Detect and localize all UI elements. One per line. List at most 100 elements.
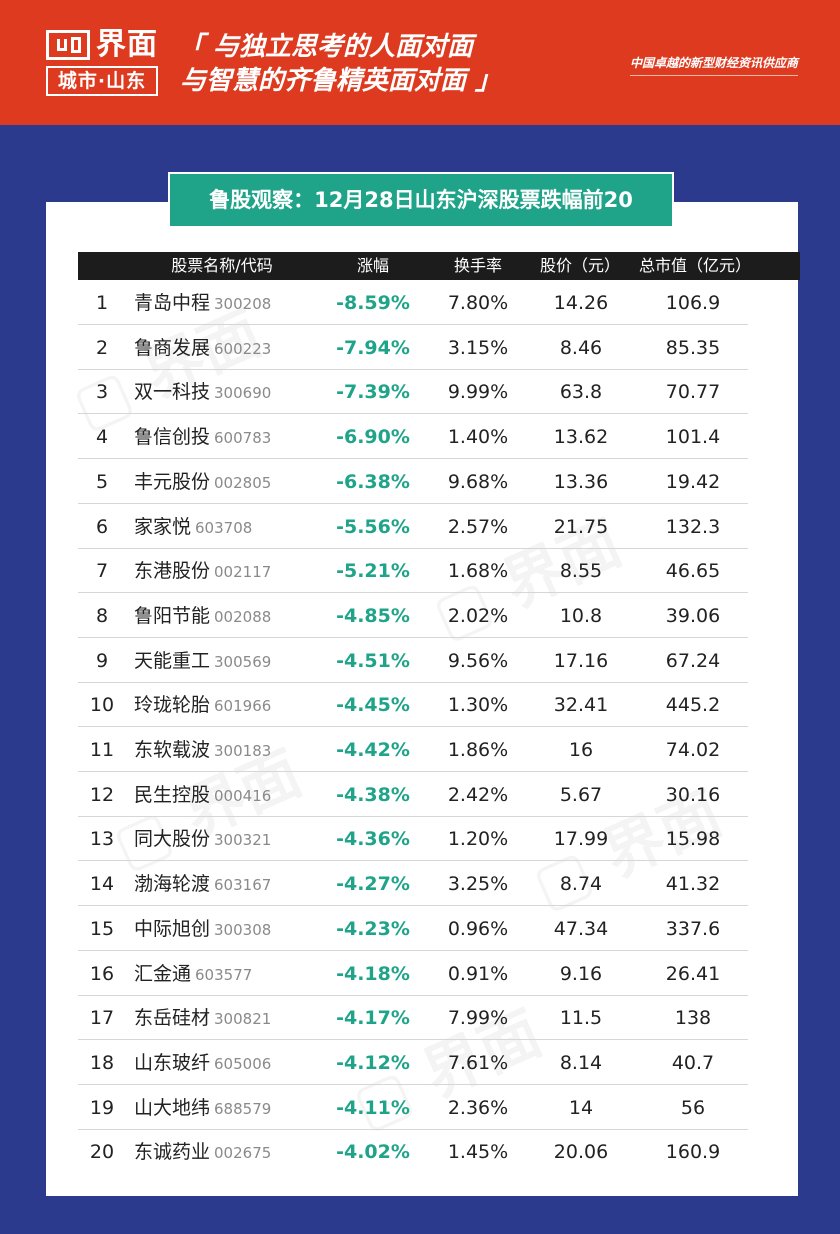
- market-cap-cell: 160.9: [665, 1141, 721, 1164]
- change-cell: -4.27%: [336, 873, 410, 896]
- stock-name: 东港股份: [134, 560, 211, 583]
- change-cell: -7.94%: [336, 336, 410, 359]
- stock-name: 双一科技: [134, 381, 211, 404]
- rank-cell: 11: [89, 739, 115, 761]
- stock-name: 家家悦: [134, 515, 192, 538]
- turnover-cell: 3.15%: [447, 336, 509, 359]
- price-cell: 16: [568, 739, 594, 761]
- table-row: 10 玲珑轮胎 601966 -4.45% 1.30% 32.41 445.2: [78, 683, 748, 728]
- page-title: 鲁股观察：12月28日山东沪深股票跌幅前20: [168, 172, 674, 228]
- rank-cell: 1: [95, 292, 109, 314]
- rank-cell: 13: [89, 828, 115, 851]
- turnover-cell: 9.68%: [447, 470, 509, 493]
- column-header-turnover: 换手率: [453, 256, 502, 275]
- turnover-cell: 3.25%: [447, 873, 509, 896]
- turnover-cell: 7.80%: [447, 292, 509, 314]
- stock-code: 601966: [214, 697, 272, 716]
- stock-name-cell: 丰元股份 002805: [134, 460, 310, 504]
- price-cell: 8.46: [559, 336, 603, 359]
- market-cap-cell: 445.2: [665, 694, 721, 717]
- change-cell: -4.85%: [336, 604, 410, 627]
- change-cell: -4.11%: [336, 1096, 410, 1119]
- price-cell: 14.26: [553, 292, 609, 314]
- market-cap-cell: 106.9: [665, 292, 721, 314]
- change-cell: -6.38%: [336, 470, 410, 493]
- stock-code: 002675: [214, 1144, 272, 1163]
- market-cap-cell: 46.65: [665, 560, 721, 583]
- price-cell: 47.34: [553, 917, 609, 940]
- stock-name-cell: 山大地纬 688579: [134, 1086, 310, 1130]
- stock-name-cell: 青岛中程 300208: [134, 281, 310, 325]
- turnover-cell: 2.36%: [447, 1096, 509, 1119]
- rank-cell: 15: [89, 917, 115, 940]
- market-cap-cell: 40.7: [671, 1051, 715, 1074]
- stock-code: 600783: [214, 429, 272, 448]
- price-cell: 14: [568, 1096, 594, 1119]
- jiemian-logo-icon: [46, 30, 90, 60]
- market-cap-cell: 67.24: [665, 649, 721, 672]
- price-cell: 21.75: [553, 515, 609, 538]
- table-row: 9 天能重工 300569 -4.51% 9.56% 17.16 67.24: [78, 639, 748, 683]
- change-cell: -4.42%: [336, 739, 410, 761]
- rank-cell: 8: [95, 604, 109, 627]
- stock-code: 002117: [214, 563, 272, 582]
- stock-code: 603708: [195, 518, 253, 537]
- turnover-cell: 1.45%: [447, 1141, 509, 1164]
- table-row: 15 中际旭创 300308 -4.23% 0.96% 47.34 337.6: [78, 907, 748, 951]
- stock-name: 山大地纬: [134, 1096, 211, 1119]
- change-cell: -4.12%: [336, 1051, 410, 1074]
- header-bar: 界面 城市·山东 「 与独立思考的人面对面 与智慧的齐鲁精英面对面 」 中国卓越…: [0, 0, 840, 125]
- table-row: 8 鲁阳节能 002088 -4.85% 2.02% 10.8 39.06: [78, 594, 748, 638]
- rank-cell: 2: [95, 336, 109, 359]
- market-cap-cell: 26.41: [665, 962, 721, 985]
- stock-name: 同大股份: [134, 828, 211, 851]
- rank-cell: 18: [89, 1051, 115, 1074]
- stock-name-cell: 渤海轮渡 603167: [134, 862, 310, 906]
- stock-name: 汇金通: [134, 962, 192, 985]
- stock-code: 300569: [214, 652, 272, 671]
- price-cell: 17.99: [553, 828, 609, 851]
- stock-code: 688579: [214, 1099, 272, 1118]
- table-row: 6 家家悦 603708 -5.56% 2.57% 21.75 132.3: [78, 505, 748, 549]
- rank-cell: 5: [95, 470, 109, 493]
- stock-name-cell: 双一科技 300690: [134, 370, 310, 414]
- stock-name: 东软载波: [134, 739, 211, 761]
- table-row: 2 鲁商发展 600223 -7.94% 3.15% 8.46 85.35: [78, 326, 748, 370]
- change-cell: -4.18%: [336, 962, 410, 985]
- stock-name-cell: 鲁商发展 600223: [134, 326, 310, 370]
- table-row: 3 双一科技 300690 -7.39% 9.99% 63.8 70.77: [78, 370, 748, 415]
- stock-code: 603577: [195, 965, 253, 984]
- market-cap-cell: 70.77: [665, 381, 721, 404]
- stock-code: 300183: [214, 742, 272, 760]
- change-cell: -4.17%: [336, 1007, 410, 1030]
- stock-name-cell: 东软载波 300183: [134, 728, 310, 772]
- rank-cell: 19: [89, 1096, 115, 1119]
- rank-cell: 16: [89, 962, 115, 985]
- table-card: ▢ 界面 ▢ 界面 ▢ 界面 ▢ 界面 ▢ 界面: [46, 202, 798, 1196]
- slogan-line-1: 「 与独立思考的人面对面: [178, 32, 474, 62]
- table-row: 17 东岳硅材 300821 -4.17% 7.99% 11.5 138: [78, 996, 748, 1041]
- change-cell: -4.38%: [336, 783, 410, 806]
- rank-cell: 12: [89, 783, 115, 806]
- market-cap-cell: 41.32: [665, 873, 721, 896]
- market-cap-cell: 39.06: [665, 604, 721, 627]
- price-cell: 63.8: [559, 381, 603, 404]
- rank-cell: 10: [89, 694, 115, 717]
- stock-code: 300821: [214, 1010, 272, 1029]
- turnover-cell: 2.02%: [447, 604, 509, 627]
- turnover-cell: 7.99%: [447, 1007, 509, 1030]
- slogan-line-2: 与智慧的齐鲁精英面对面 」: [180, 66, 502, 96]
- stock-name-cell: 玲珑轮胎 601966: [134, 683, 310, 727]
- brand-logo: 界面: [46, 28, 158, 62]
- price-cell: 8.14: [559, 1051, 603, 1074]
- stock-code: 603167: [214, 876, 272, 895]
- turnover-cell: 1.40%: [447, 426, 509, 449]
- change-cell: -8.59%: [336, 292, 410, 314]
- price-cell: 32.41: [553, 694, 609, 717]
- rank-cell: 9: [95, 649, 109, 672]
- stock-name: 渤海轮渡: [134, 873, 211, 896]
- stock-name-cell: 东岳硅材 300821: [134, 996, 310, 1040]
- turnover-cell: 7.61%: [447, 1051, 509, 1074]
- table-row: 13 同大股份 300321 -4.36% 1.20% 17.99 15.98: [78, 817, 748, 862]
- rank-cell: 20: [89, 1141, 115, 1164]
